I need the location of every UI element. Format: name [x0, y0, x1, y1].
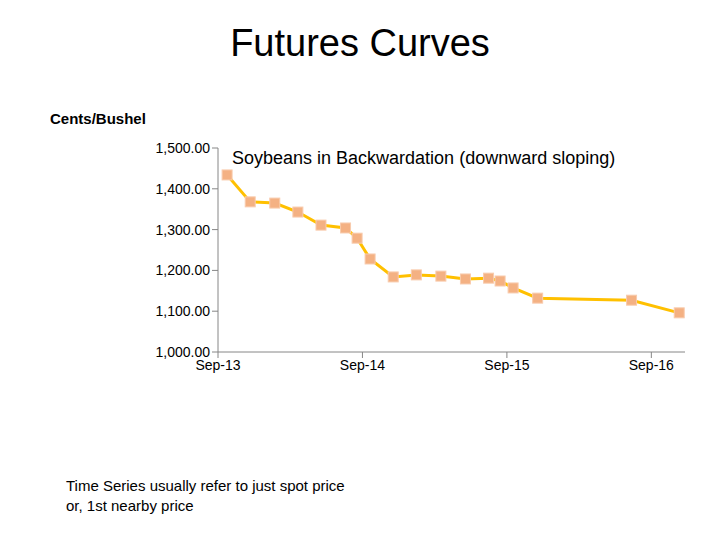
- svg-text:1,500.00: 1,500.00: [156, 140, 211, 156]
- svg-text:Sep-15: Sep-15: [484, 357, 529, 373]
- html-text:Time Series usually refer to j: Time Series usually refer to just spot p…: [66, 477, 345, 514]
- svg-text:1,200.00: 1,200.00: [156, 262, 211, 278]
- svg-text:1,400.00: 1,400.00: [156, 181, 211, 197]
- svg-text:1,000.00: 1,000.00: [156, 344, 211, 360]
- svg-text:Sep-13: Sep-13: [195, 356, 241, 373]
- html-text:Cents/Bushel: Cents/Bushel: [50, 110, 146, 127]
- html-text:Futures Curves: Futures Curves: [230, 22, 490, 64]
- svg-text:1,300.00: 1,300.00: [156, 222, 211, 238]
- svg-text:1,100.00: 1,100.00: [156, 303, 211, 319]
- svg-text:Sep-16: Sep-16: [629, 357, 674, 373]
- html-text:Soybeans in Backwardation (dow: Soybeans in Backwardation (downward slop…: [232, 148, 616, 168]
- svg-text:Sep-14: Sep-14: [340, 357, 385, 373]
